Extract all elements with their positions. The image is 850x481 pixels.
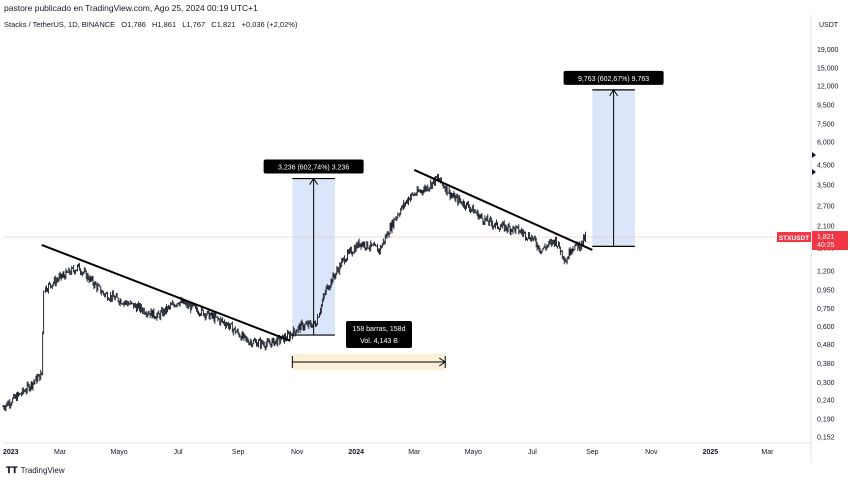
time-tick-label: 2023 — [3, 449, 19, 456]
drawings: 3,236 (602,74%) 3.236 9,763 (602,67%) 9.7… — [41, 70, 664, 368]
price-tick-label: 0,750 — [817, 306, 835, 313]
scroll-arrow-icon — [812, 152, 816, 158]
time-tick-label: Mayo — [465, 449, 482, 456]
price-tick-label: 0,300 — [817, 380, 835, 387]
price-tick-label: 0,190 — [817, 416, 835, 423]
ohlc-open: O1,786 — [121, 20, 146, 29]
arrow-up-icon — [609, 88, 619, 97]
time-tick-label: 2025 — [703, 449, 719, 456]
time-tick-label: Nov — [645, 449, 658, 456]
price-tick-label: 2,100 — [817, 224, 835, 231]
price-range-label-box-1 — [263, 159, 364, 174]
price-tick-label: 12,000 — [817, 84, 839, 91]
price-tick-label: 9,500 — [817, 102, 835, 109]
time-tick-label: Jul — [174, 449, 183, 456]
time-tick-label: Sep — [232, 449, 245, 456]
countdown-label: 40:25 — [817, 242, 835, 249]
price-tick-label: 0,950 — [817, 287, 835, 294]
time-tick-label: Sep — [586, 449, 599, 456]
ohlc-close: C1,821 — [211, 20, 236, 29]
symbol-info-line: Stacks / TetherUS, 1D, BINANCE O1,786 H1… — [4, 20, 301, 29]
price-tick-label: 4,500 — [817, 162, 835, 169]
range-info-volume: Vol. 4,143 B — [360, 338, 398, 345]
axes: 19,000 15,000 12,000 9,500 7,500 6,000 4,500 3,… — [3, 15, 848, 463]
price-currency-label: USDT — [819, 22, 839, 29]
time-tick-label: Jul — [528, 449, 537, 456]
scroll-arrow-icon — [812, 169, 816, 175]
candles — [2, 173, 586, 412]
arrow-right-icon — [438, 357, 447, 367]
price-tick-label: 0,480 — [817, 342, 835, 349]
trendline-1 — [41, 244, 291, 342]
footer: 𝐓𝐓 TradingView — [6, 465, 65, 476]
price-tick-label: 0,240 — [817, 398, 835, 405]
arrow-up-icon — [309, 177, 319, 185]
symbol-name[interactable]: Stacks / TetherUS, 1D, BINANCE — [4, 20, 116, 29]
price-tick-label: 0,152 — [817, 434, 835, 441]
last-price-label: 1,821 — [817, 234, 835, 241]
price-tick-label: 0,380 — [817, 361, 835, 368]
ohlc-change: +0,036 (+2,02%) — [241, 20, 298, 29]
time-tick-label: Nov — [291, 449, 304, 456]
time-tick-label: Mar — [54, 449, 67, 456]
price-tick-label: 2,700 — [817, 203, 835, 210]
time-tick-label: Mar — [761, 449, 774, 456]
time-tick-label: Mar — [408, 449, 421, 456]
range-info-bars: 158 barras, 158d — [353, 326, 406, 333]
price-tick-label: 1,200 — [817, 269, 835, 276]
price-tick-label: 6,000 — [817, 139, 835, 146]
brand-label[interactable]: TradingView — [20, 466, 65, 475]
time-tick-label: Mayo — [111, 449, 128, 456]
published-line: pastore publicado en TradingView.com, Ag… — [4, 3, 258, 13]
last-price-badge — [812, 231, 848, 251]
time-tick-label: 2024 — [348, 449, 364, 456]
price-range-label-2: 9,763 (602,67%) 9.763 — [578, 76, 649, 83]
range-info-box — [346, 321, 412, 348]
price-tick-label: 7,500 — [817, 121, 835, 128]
trendline-2 — [413, 169, 593, 251]
ohlc-low: L1,767 — [182, 20, 206, 29]
price-tick-label: 3,500 — [817, 183, 835, 190]
drawing-shapes — [292, 89, 635, 370]
ohlc-high: H1,861 — [151, 20, 177, 29]
price-tick-label: 15,000 — [817, 66, 839, 73]
symbol-badge-label: STXUSDT — [779, 235, 809, 242]
tradingview-logo-icon: 𝐓𝐓 — [6, 465, 18, 475]
price-range-label-1: 3,236 (602,74%) 3.236 — [278, 165, 349, 172]
price-range-label-box-2 — [563, 70, 664, 85]
symbol-badge — [777, 232, 811, 243]
price-tick-label: 0,600 — [817, 324, 835, 331]
price-tick-label: 19,000 — [817, 47, 839, 54]
